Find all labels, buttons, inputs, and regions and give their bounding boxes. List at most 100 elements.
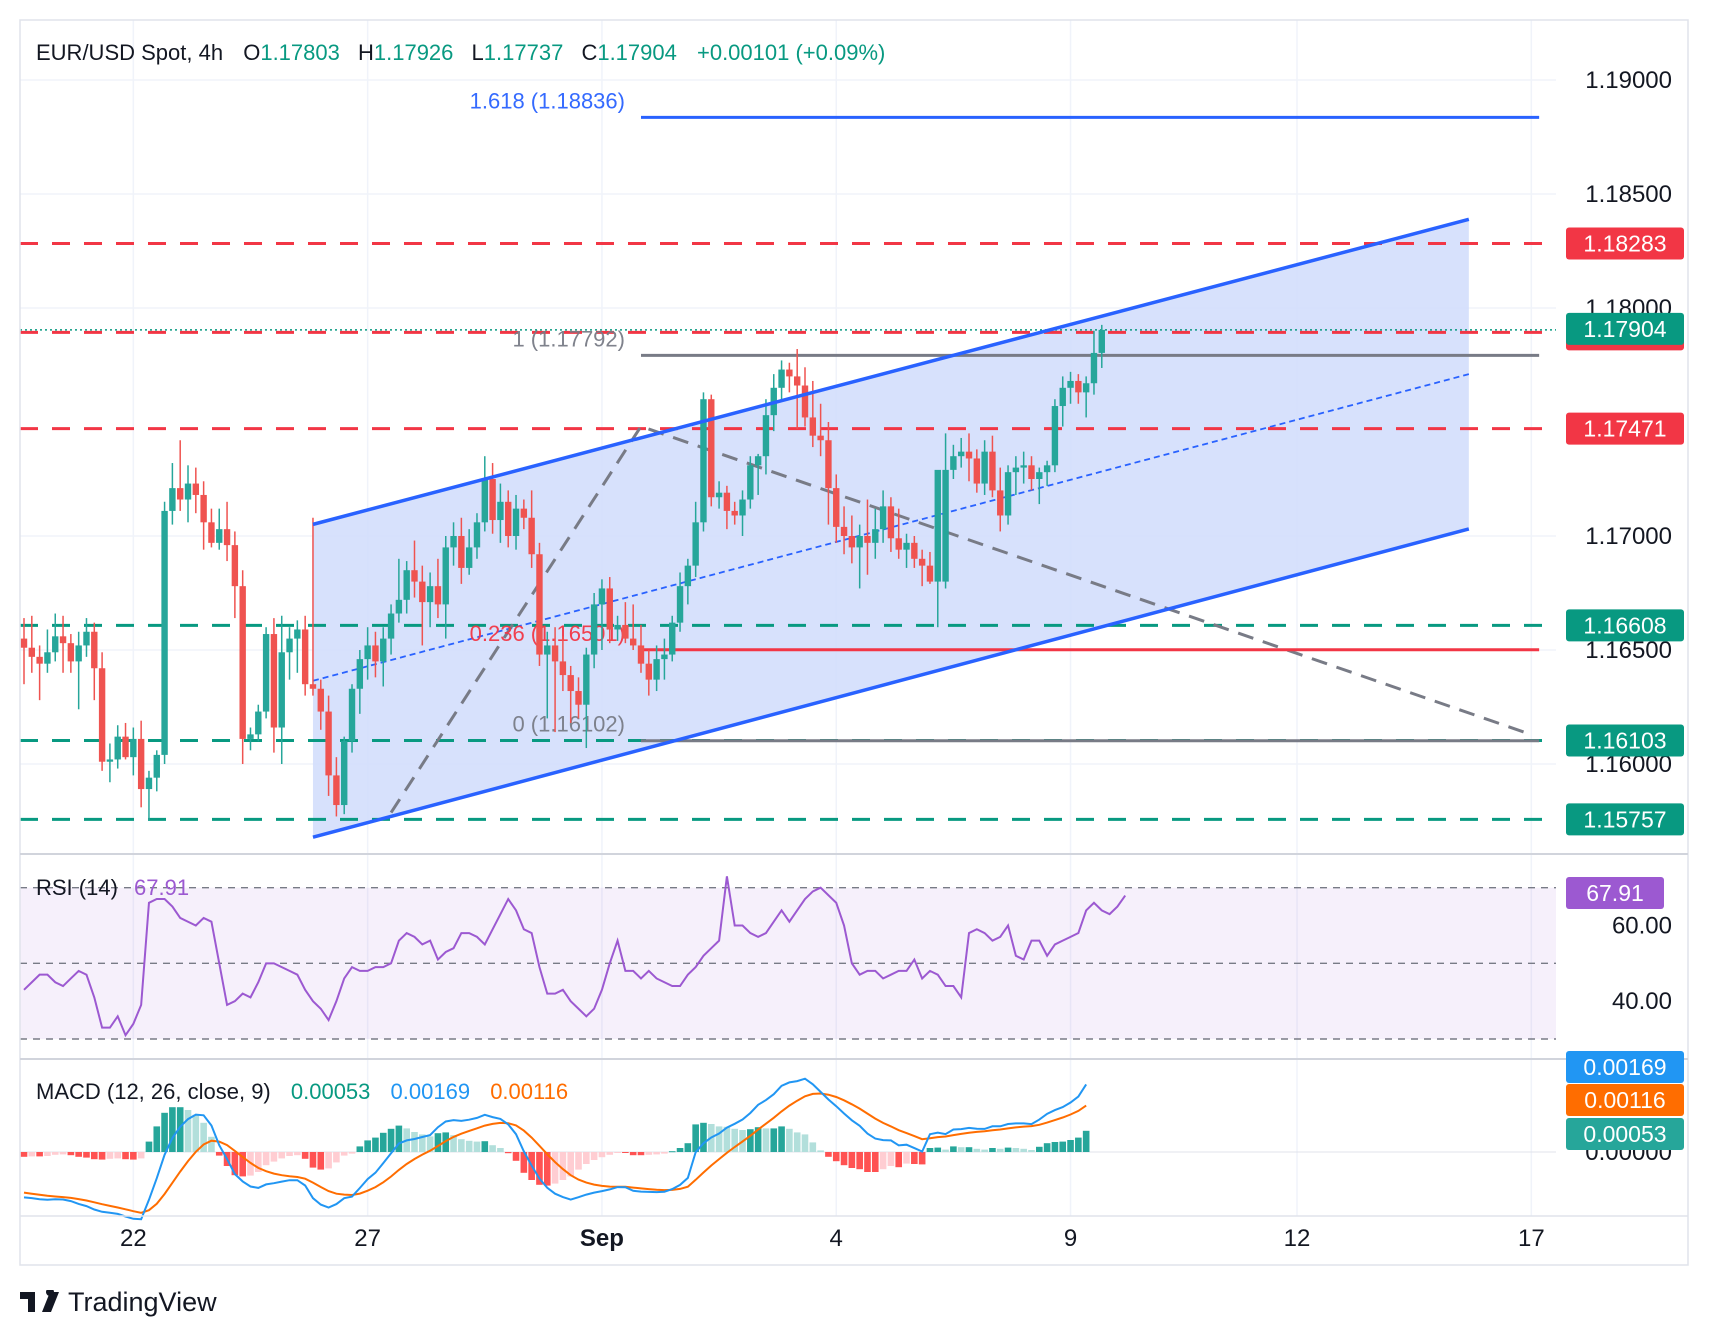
candle-body	[864, 536, 871, 543]
candle	[387, 604, 395, 655]
candle	[1090, 330, 1098, 395]
candle-body	[1004, 472, 1012, 516]
candle	[692, 501, 699, 578]
candle-body	[67, 643, 75, 662]
candle	[20, 618, 28, 685]
tradingview-brand[interactable]: TradingView	[20, 1282, 217, 1322]
macd-hist-bar	[200, 1122, 207, 1152]
rsi-panel[interactable]	[20, 876, 1556, 1040]
candle	[536, 542, 543, 666]
macd-hist-bar	[450, 1135, 457, 1152]
y-tick-label: 1.16500	[1585, 637, 1672, 664]
level-price-tag-bg	[1566, 724, 1684, 757]
candle-body	[489, 479, 496, 521]
candle	[36, 645, 43, 701]
level-price-tag-bg	[1566, 412, 1684, 445]
candle	[75, 631, 82, 710]
candle	[106, 743, 114, 783]
macd-hist-bar	[778, 1126, 785, 1152]
candle-body	[989, 451, 996, 491]
level-price-tag-text: 1.18283	[1583, 230, 1666, 256]
macd-hist-bar	[145, 1141, 153, 1152]
macd-hist-bar	[106, 1152, 114, 1159]
candle-body	[528, 517, 535, 555]
macd-hist-legend: 0.00053	[291, 1079, 371, 1104]
candle	[216, 508, 223, 550]
level-price-tag-text: 1.16608	[1583, 612, 1666, 638]
macd-hist-bar	[67, 1152, 75, 1156]
last-price-tag-text: 1.17904	[1583, 316, 1666, 342]
candle	[817, 403, 824, 457]
candle-body	[848, 536, 856, 548]
macd-value-tag: 0.00169	[1566, 1051, 1684, 1083]
candle-body	[356, 659, 364, 689]
candle	[739, 490, 746, 536]
candle	[778, 360, 785, 400]
macd-hist-bar	[848, 1152, 856, 1168]
macd-hist-bar	[122, 1152, 129, 1160]
candle-body	[333, 775, 340, 806]
candle	[505, 490, 512, 548]
candle	[91, 622, 98, 701]
y-tick-label: 1.17000	[1585, 523, 1672, 550]
macd-hist-bar	[481, 1141, 489, 1152]
candle	[973, 449, 981, 493]
candle	[934, 469, 941, 628]
macd-hist-bar	[1075, 1137, 1082, 1152]
macd-hist-bar	[278, 1152, 286, 1159]
macd-hist-bar	[1012, 1148, 1020, 1152]
macd-hist-bar	[1051, 1142, 1059, 1152]
candle	[239, 570, 246, 764]
macd-hist-bar	[934, 1147, 942, 1152]
macd-hist-bar	[840, 1152, 848, 1166]
candle	[989, 435, 996, 498]
candle-body	[1059, 387, 1066, 407]
fib-level-label: 0 (1.16102)	[512, 712, 625, 737]
candle	[942, 433, 949, 589]
price-panel[interactable]: 1.618 (1.18836)1 (1.17792)0.236 (1.16501…	[20, 88, 1556, 839]
candle	[879, 490, 887, 543]
candle-body	[762, 415, 770, 457]
candle-body	[536, 554, 543, 655]
macd-hist-bar	[668, 1151, 676, 1153]
candle	[122, 722, 129, 760]
candle	[669, 615, 676, 662]
macd-hist-bar	[762, 1128, 770, 1152]
candle	[395, 558, 403, 623]
candle	[231, 531, 239, 619]
candle-body	[161, 510, 168, 755]
level-price-tag-bg	[1566, 803, 1684, 836]
macd-hist-bar	[512, 1152, 520, 1161]
candle-body	[75, 645, 82, 662]
candle-body	[684, 565, 692, 587]
candle-body	[309, 684, 317, 689]
macd-hist-bar	[747, 1129, 754, 1152]
candle	[169, 463, 176, 525]
candle-body	[840, 526, 848, 536]
candle	[497, 483, 504, 543]
price-scale-labels: 1.182831.178931.174711.166081.161031.157…	[1566, 227, 1684, 1150]
x-tick-label: 4	[830, 1225, 843, 1252]
macd-hist-bar	[583, 1152, 590, 1164]
x-tick-label: Sep	[580, 1225, 624, 1252]
macd-hist-bar	[700, 1122, 707, 1152]
candle	[997, 467, 1004, 532]
macd-hist-bar	[51, 1152, 59, 1155]
candle	[278, 615, 285, 764]
hist-value-tag-text: 0.00053	[1583, 1121, 1666, 1147]
macd-hist-bar	[356, 1146, 364, 1152]
candle-body	[926, 565, 934, 582]
candle-body	[301, 629, 309, 685]
macd-hist-bar	[161, 1112, 168, 1152]
macd-hist-bar	[770, 1128, 778, 1152]
macd-hist-bar	[918, 1152, 926, 1165]
candle	[192, 467, 200, 514]
macd-hist-bar	[90, 1152, 98, 1160]
candle	[270, 618, 278, 753]
candle	[512, 494, 520, 550]
chart-canvas[interactable]: 1.618 (1.18836)1 (1.17792)0.236 (1.16501…	[0, 0, 1716, 1282]
macd-hist-bar	[137, 1152, 145, 1159]
candle	[848, 515, 856, 564]
macd-panel[interactable]	[20, 1077, 1556, 1221]
candle-body	[723, 492, 731, 511]
